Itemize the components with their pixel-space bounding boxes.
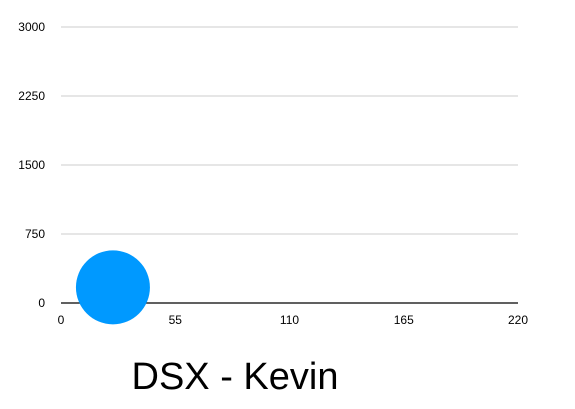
y-tick-label-750: 750 (25, 227, 45, 241)
y-tick-label-1500: 1500 (18, 158, 45, 172)
x-tick-label-165: 165 (394, 313, 414, 327)
data-points (76, 250, 150, 324)
y-tick-label-3000: 3000 (18, 20, 45, 34)
x-tick-label-55: 55 (169, 313, 183, 327)
y-tick-label-2250: 2250 (18, 89, 45, 103)
gridlines (61, 27, 518, 234)
x-tick-label-110: 110 (280, 313, 299, 327)
y-axis-tick-labels: 0 750 1500 2250 3000 (18, 20, 45, 310)
y-tick-label-0: 0 (38, 296, 45, 310)
x-tick-label-0: 0 (58, 313, 65, 327)
bubble-point-0-0[interactable] (76, 250, 150, 324)
chart-title: DSX - Kevin (132, 356, 339, 398)
x-tick-label-220: 220 (508, 313, 528, 327)
